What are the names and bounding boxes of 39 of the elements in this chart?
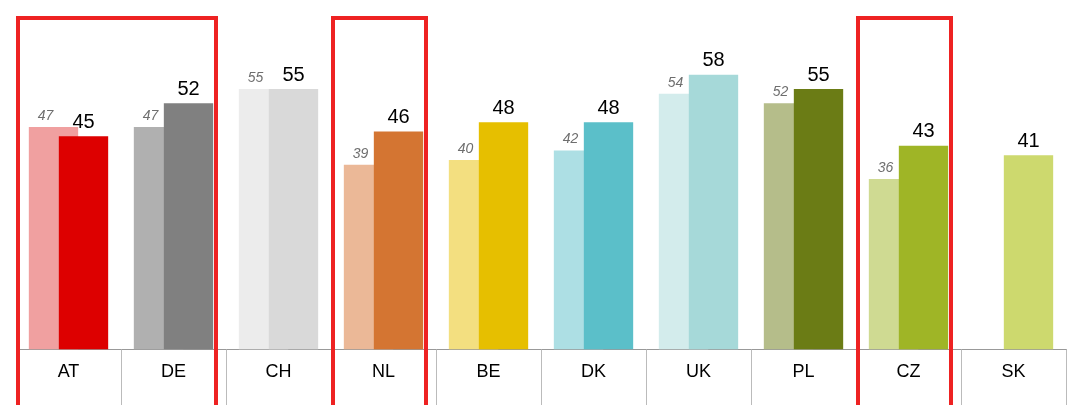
bar (163, 103, 214, 350)
data-label: 43 (912, 119, 935, 142)
data-label: 48 (492, 95, 515, 118)
data-label: 41 (1017, 128, 1040, 151)
data-label: 54 (667, 73, 684, 90)
x-tick-label: SK (1001, 361, 1026, 382)
bar (898, 145, 949, 350)
data-label: 55 (282, 62, 305, 85)
data-label: 46 (387, 105, 410, 128)
data-label: 58 (702, 48, 725, 71)
bar (583, 122, 634, 350)
bar (688, 74, 739, 350)
bar (793, 89, 844, 350)
x-tick-label: BE (476, 361, 501, 382)
data-label: 47 (142, 106, 160, 123)
data-label: 52 (177, 76, 200, 99)
x-tick-label: NL (371, 361, 396, 382)
data-label: 55 (247, 68, 264, 85)
data-label: 45 (72, 109, 95, 132)
bar (268, 89, 319, 350)
x-tick-label: AT (57, 361, 80, 382)
bar (58, 136, 109, 350)
x-tick-label: DK (580, 361, 607, 382)
data-label: 40 (457, 139, 474, 156)
bar (1003, 155, 1054, 350)
bar (373, 131, 424, 350)
x-tick-label: PL (792, 361, 815, 382)
data-label: 36 (877, 158, 894, 175)
x-tick-label: CZ (896, 361, 921, 382)
bar (478, 122, 529, 350)
x-tick-label: CH (265, 361, 292, 382)
data-label: 47 (37, 106, 55, 123)
data-label: 55 (807, 62, 830, 85)
data-label: 39 (352, 144, 369, 161)
x-tick-label: UK (685, 361, 712, 382)
data-label: 42 (562, 130, 579, 147)
x-tick-label: DE (160, 361, 187, 382)
data-label: 52 (772, 83, 789, 100)
data-label: 48 (597, 95, 620, 118)
